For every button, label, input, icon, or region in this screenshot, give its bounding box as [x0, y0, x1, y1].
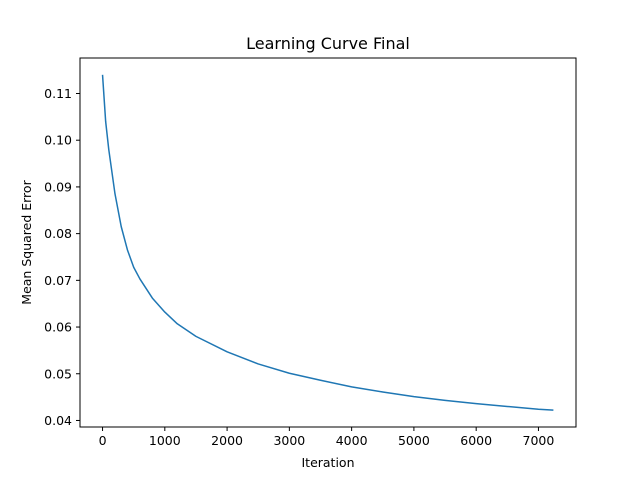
- y-axis: 0.04 0.05 0.06 0.07 0.08 0.09 0.10 0.11: [44, 86, 80, 428]
- chart-title: Learning Curve Final: [246, 34, 410, 53]
- y-tick-label: 0.09: [44, 179, 72, 194]
- y-tick-label: 0.04: [44, 413, 72, 428]
- x-tick-label: 3000: [273, 433, 305, 448]
- y-tick-label: 0.05: [44, 366, 72, 381]
- x-axis-label: Iteration: [301, 455, 354, 470]
- x-tick-label: 4000: [336, 433, 368, 448]
- y-tick-label: 0.08: [44, 226, 72, 241]
- x-axis: 0 1000 2000 3000 4000 5000 6000 7000: [99, 427, 555, 448]
- y-axis-label: Mean Squared Error: [19, 179, 34, 304]
- plot-area: [79, 57, 577, 428]
- plot-frame: [79, 57, 577, 428]
- x-tick-label: 1000: [149, 433, 181, 448]
- y-tick-label: 0.10: [44, 133, 72, 148]
- x-tick-label: 2000: [211, 433, 243, 448]
- y-tick-label: 0.11: [44, 86, 72, 101]
- x-tick-label: 0: [99, 433, 107, 448]
- x-tick-label: 5000: [398, 433, 430, 448]
- series-line: [101, 74, 554, 411]
- x-tick-label: 6000: [460, 433, 492, 448]
- x-tick-label: 7000: [523, 433, 555, 448]
- y-tick-label: 0.07: [44, 273, 72, 288]
- y-tick-label: 0.06: [44, 320, 72, 335]
